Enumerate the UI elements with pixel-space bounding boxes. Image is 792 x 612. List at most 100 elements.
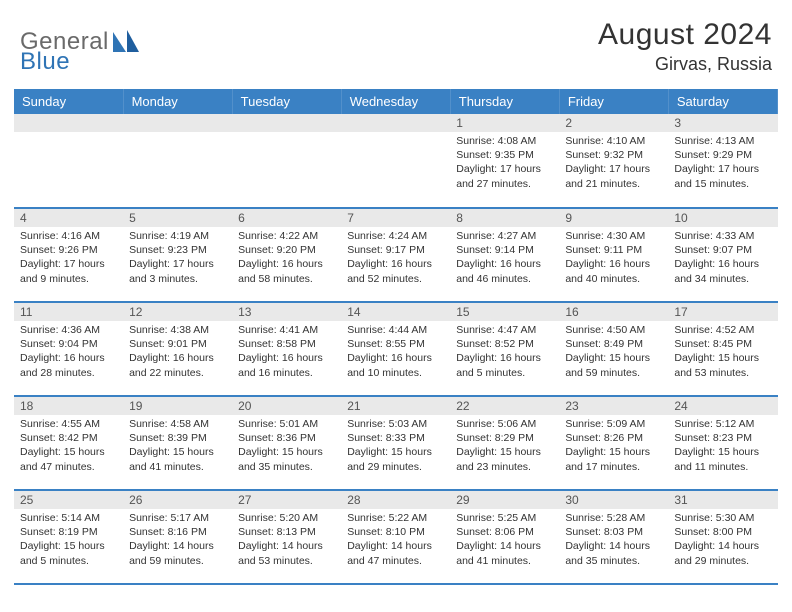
sunrise-line: Sunrise: 4:52 AM	[674, 323, 771, 337]
day-data	[123, 132, 232, 192]
sunset-line: Sunset: 8:26 PM	[565, 431, 662, 445]
daylight-line-1: Daylight: 16 hours	[238, 351, 335, 365]
day-data: Sunrise: 4:50 AMSunset: 8:49 PMDaylight:…	[559, 321, 668, 384]
daylight-line-2: and 27 minutes.	[456, 177, 553, 191]
day-number: 21	[341, 397, 450, 415]
calendar-cell: 24Sunrise: 5:12 AMSunset: 8:23 PMDayligh…	[668, 396, 777, 490]
day-data: Sunrise: 5:25 AMSunset: 8:06 PMDaylight:…	[450, 509, 559, 572]
sunset-line: Sunset: 8:42 PM	[20, 431, 117, 445]
sunset-line: Sunset: 9:17 PM	[347, 243, 444, 257]
title-block: August 2024 Girvas, Russia	[598, 18, 772, 75]
day-data: Sunrise: 4:30 AMSunset: 9:11 PMDaylight:…	[559, 227, 668, 290]
daylight-line-2: and 41 minutes.	[129, 460, 226, 474]
day-data: Sunrise: 4:58 AMSunset: 8:39 PMDaylight:…	[123, 415, 232, 478]
day-number: 14	[341, 303, 450, 321]
day-data: Sunrise: 4:38 AMSunset: 9:01 PMDaylight:…	[123, 321, 232, 384]
calendar-cell: 4Sunrise: 4:16 AMSunset: 9:26 PMDaylight…	[14, 208, 123, 302]
calendar-cell: 7Sunrise: 4:24 AMSunset: 9:17 PMDaylight…	[341, 208, 450, 302]
sunset-line: Sunset: 9:32 PM	[565, 148, 662, 162]
day-data: Sunrise: 4:47 AMSunset: 8:52 PMDaylight:…	[450, 321, 559, 384]
daylight-line-1: Daylight: 15 hours	[347, 445, 444, 459]
daylight-line-1: Daylight: 16 hours	[238, 257, 335, 271]
sunrise-line: Sunrise: 4:08 AM	[456, 134, 553, 148]
sunset-line: Sunset: 8:33 PM	[347, 431, 444, 445]
day-data: Sunrise: 5:28 AMSunset: 8:03 PMDaylight:…	[559, 509, 668, 572]
daylight-line-1: Daylight: 15 hours	[674, 445, 771, 459]
day-number: 30	[559, 491, 668, 509]
daylight-line-2: and 53 minutes.	[674, 366, 771, 380]
sunrise-line: Sunrise: 4:16 AM	[20, 229, 117, 243]
day-number: 10	[668, 209, 777, 227]
day-number: 24	[668, 397, 777, 415]
calendar-cell: 27Sunrise: 5:20 AMSunset: 8:13 PMDayligh…	[232, 490, 341, 584]
daylight-line-1: Daylight: 17 hours	[565, 162, 662, 176]
calendar-row: 4Sunrise: 4:16 AMSunset: 9:26 PMDaylight…	[14, 208, 778, 302]
calendar-cell	[341, 114, 450, 208]
day-data	[341, 132, 450, 192]
sunset-line: Sunset: 8:58 PM	[238, 337, 335, 351]
calendar-cell: 17Sunrise: 4:52 AMSunset: 8:45 PMDayligh…	[668, 302, 777, 396]
calendar-cell: 26Sunrise: 5:17 AMSunset: 8:16 PMDayligh…	[123, 490, 232, 584]
calendar-cell: 11Sunrise: 4:36 AMSunset: 9:04 PMDayligh…	[14, 302, 123, 396]
daylight-line-1: Daylight: 15 hours	[565, 445, 662, 459]
calendar-cell: 28Sunrise: 5:22 AMSunset: 8:10 PMDayligh…	[341, 490, 450, 584]
sunrise-line: Sunrise: 4:30 AM	[565, 229, 662, 243]
day-number: 8	[450, 209, 559, 227]
calendar-cell: 8Sunrise: 4:27 AMSunset: 9:14 PMDaylight…	[450, 208, 559, 302]
sunrise-line: Sunrise: 5:17 AM	[129, 511, 226, 525]
day-data: Sunrise: 5:06 AMSunset: 8:29 PMDaylight:…	[450, 415, 559, 478]
calendar-cell	[14, 114, 123, 208]
daylight-line-1: Daylight: 17 hours	[456, 162, 553, 176]
sunrise-line: Sunrise: 4:41 AM	[238, 323, 335, 337]
sunset-line: Sunset: 9:20 PM	[238, 243, 335, 257]
daylight-line-1: Daylight: 15 hours	[565, 351, 662, 365]
day-data: Sunrise: 5:14 AMSunset: 8:19 PMDaylight:…	[14, 509, 123, 572]
daylight-line-1: Daylight: 14 hours	[674, 539, 771, 553]
calendar-cell: 29Sunrise: 5:25 AMSunset: 8:06 PMDayligh…	[450, 490, 559, 584]
calendar-cell: 2Sunrise: 4:10 AMSunset: 9:32 PMDaylight…	[559, 114, 668, 208]
month-title: August 2024	[598, 18, 772, 52]
day-number: 20	[232, 397, 341, 415]
daylight-line-2: and 16 minutes.	[238, 366, 335, 380]
sunrise-line: Sunrise: 4:36 AM	[20, 323, 117, 337]
weekday-header: Wednesday	[341, 89, 450, 114]
sunrise-line: Sunrise: 5:30 AM	[674, 511, 771, 525]
sunrise-line: Sunrise: 4:50 AM	[565, 323, 662, 337]
daylight-line-2: and 53 minutes.	[238, 554, 335, 568]
day-data: Sunrise: 5:01 AMSunset: 8:36 PMDaylight:…	[232, 415, 341, 478]
day-data	[14, 132, 123, 192]
calendar-cell: 18Sunrise: 4:55 AMSunset: 8:42 PMDayligh…	[14, 396, 123, 490]
day-data: Sunrise: 5:17 AMSunset: 8:16 PMDaylight:…	[123, 509, 232, 572]
calendar-cell: 15Sunrise: 4:47 AMSunset: 8:52 PMDayligh…	[450, 302, 559, 396]
daylight-line-2: and 9 minutes.	[20, 272, 117, 286]
sunset-line: Sunset: 8:45 PM	[674, 337, 771, 351]
sunset-line: Sunset: 8:52 PM	[456, 337, 553, 351]
daylight-line-2: and 47 minutes.	[20, 460, 117, 474]
daylight-line-1: Daylight: 17 hours	[129, 257, 226, 271]
day-data: Sunrise: 4:13 AMSunset: 9:29 PMDaylight:…	[668, 132, 777, 195]
daylight-line-1: Daylight: 15 hours	[20, 445, 117, 459]
sunset-line: Sunset: 8:39 PM	[129, 431, 226, 445]
sunrise-line: Sunrise: 4:33 AM	[674, 229, 771, 243]
weekday-header: Tuesday	[232, 89, 341, 114]
daylight-line-2: and 34 minutes.	[674, 272, 771, 286]
day-data: Sunrise: 4:16 AMSunset: 9:26 PMDaylight:…	[14, 227, 123, 290]
daylight-line-1: Daylight: 16 hours	[129, 351, 226, 365]
day-data: Sunrise: 5:12 AMSunset: 8:23 PMDaylight:…	[668, 415, 777, 478]
calendar-row: 1Sunrise: 4:08 AMSunset: 9:35 PMDaylight…	[14, 114, 778, 208]
sunset-line: Sunset: 8:29 PM	[456, 431, 553, 445]
daylight-line-2: and 17 minutes.	[565, 460, 662, 474]
sunset-line: Sunset: 8:23 PM	[674, 431, 771, 445]
sunrise-line: Sunrise: 4:58 AM	[129, 417, 226, 431]
daylight-line-2: and 35 minutes.	[238, 460, 335, 474]
sunset-line: Sunset: 8:55 PM	[347, 337, 444, 351]
weekday-header: Monday	[123, 89, 232, 114]
daylight-line-1: Daylight: 14 hours	[347, 539, 444, 553]
day-number: 4	[14, 209, 123, 227]
sunrise-line: Sunrise: 5:03 AM	[347, 417, 444, 431]
daylight-line-1: Daylight: 14 hours	[456, 539, 553, 553]
day-number: 29	[450, 491, 559, 509]
daylight-line-1: Daylight: 15 hours	[129, 445, 226, 459]
daylight-line-1: Daylight: 16 hours	[20, 351, 117, 365]
location-label: Girvas, Russia	[598, 54, 772, 75]
